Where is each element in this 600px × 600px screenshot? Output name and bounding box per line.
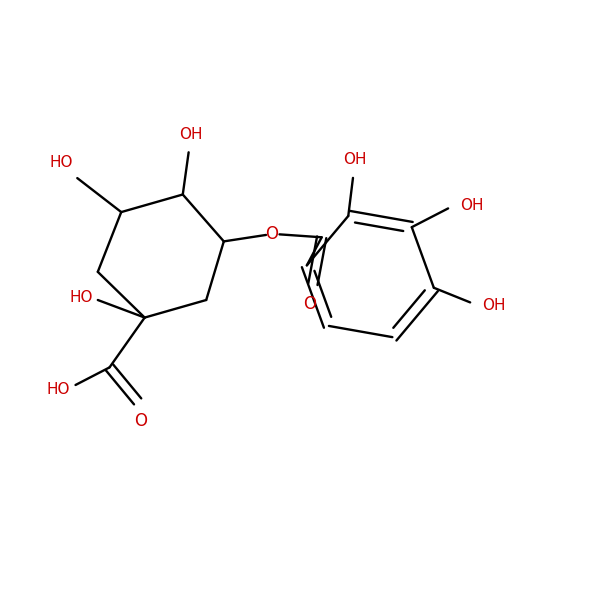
- Text: HO: HO: [46, 382, 70, 397]
- Text: HO: HO: [50, 155, 73, 170]
- Text: OH: OH: [179, 127, 202, 142]
- Text: O: O: [134, 412, 147, 430]
- Text: O: O: [265, 226, 278, 244]
- Text: HO: HO: [70, 290, 93, 305]
- Text: OH: OH: [343, 152, 367, 167]
- Text: O: O: [304, 295, 316, 313]
- Text: OH: OH: [460, 198, 484, 213]
- Text: OH: OH: [482, 298, 505, 313]
